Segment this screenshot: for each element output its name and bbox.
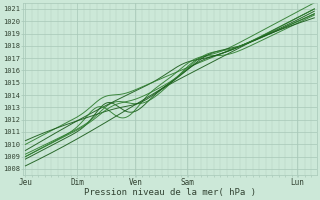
X-axis label: Pression niveau de la mer( hPa ): Pression niveau de la mer( hPa ) <box>84 188 256 197</box>
